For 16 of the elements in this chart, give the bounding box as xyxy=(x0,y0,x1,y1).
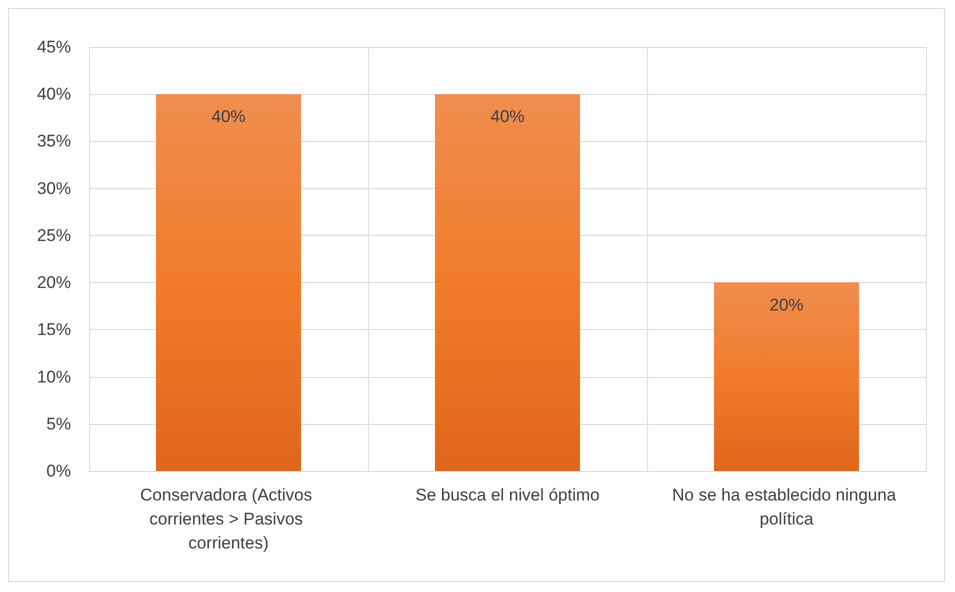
y-tick-label: 30% xyxy=(36,178,71,198)
y-tick-label: 15% xyxy=(36,320,71,340)
data-label: 40% xyxy=(490,107,525,126)
data-label: 20% xyxy=(769,296,804,315)
y-tick-label: 40% xyxy=(36,84,71,104)
y-tick-label: 35% xyxy=(36,132,71,151)
y-tick-label: 0% xyxy=(46,462,71,480)
x-tick-label: No se ha establecido ninguna política xyxy=(672,486,901,528)
data-label: 40% xyxy=(211,107,246,126)
x-tick-label: Se busca el nivel óptimo xyxy=(415,486,600,504)
y-tick-label: 45% xyxy=(36,38,71,56)
y-tick-label: 20% xyxy=(36,273,71,292)
y-tick-label: 10% xyxy=(36,367,71,386)
x-tick-label: Conservadora (Activos corrientes > Pasivos corrientes) xyxy=(140,486,317,552)
y-tick-label: 5% xyxy=(46,414,71,434)
y-tick-label: 25% xyxy=(36,226,71,245)
